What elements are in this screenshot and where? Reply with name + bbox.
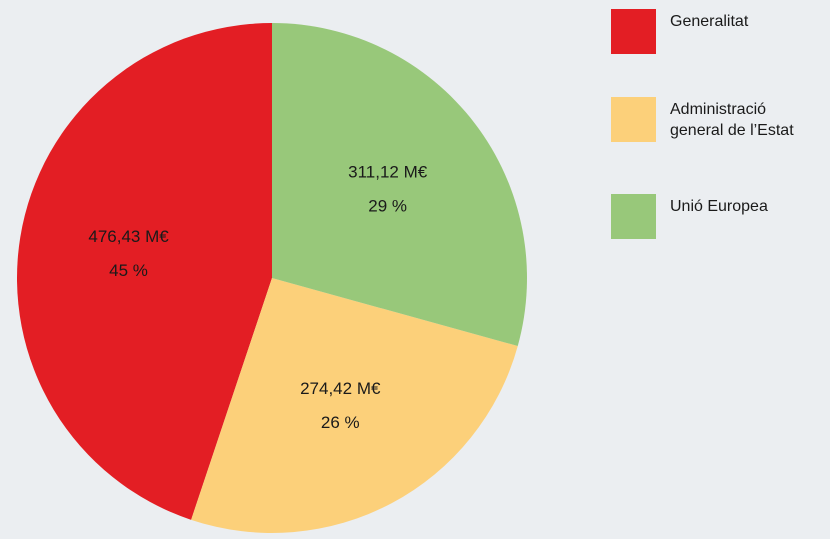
legend-swatch xyxy=(611,9,656,54)
value-label: 476,43 M€ xyxy=(88,227,169,246)
chart: 476,43 M€ 45 % 274,42 M€ 26 % 311,12 M€ 29 % xyxy=(17,23,527,533)
legend-swatch xyxy=(611,97,656,142)
value-label: 311,12 M€ xyxy=(348,162,428,181)
pie-slice xyxy=(191,278,518,533)
percent-label: 26 % xyxy=(321,413,360,432)
legend-label: Administració general de l’Estat xyxy=(670,101,794,139)
percent-label: 29 % xyxy=(368,196,407,215)
pie-slice xyxy=(17,23,272,520)
legend-swatch xyxy=(611,194,656,239)
percent-label: 45 % xyxy=(109,261,148,280)
pie-slice xyxy=(272,23,527,347)
legend-label: Generalitat xyxy=(670,13,749,30)
legend-label: Unió Europea xyxy=(670,198,768,215)
value-label: 274,42 M€ xyxy=(300,379,381,398)
